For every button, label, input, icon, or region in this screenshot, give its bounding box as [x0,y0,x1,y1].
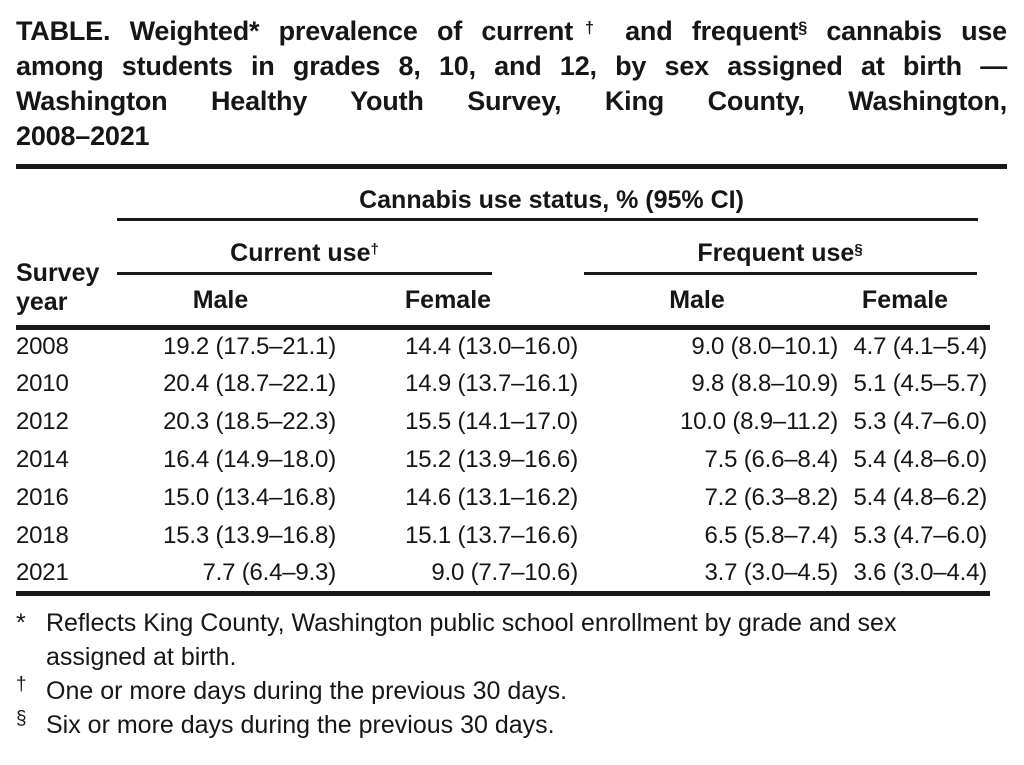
table-row: 2008 19.2 (17.5–21.1) 14.4 (13.0–16.0) 9.0 … [16,327,990,365]
column-header-frequent-male: Male [584,275,840,330]
group-header-row: Current use† Frequent use§ [16,221,990,275]
title-line: 2008–2021 [16,119,1007,154]
table-row: 2021 7.7 (6.4–9.3) 9.0 (7.7–10.6) 3.7 (3.0–… [16,555,990,593]
value-cell: 15.0 (13.4–16.8) [163,484,336,511]
value-cell: 19.2 (17.5–21.1) [163,333,336,361]
text-segment: 2008–2021 [16,121,150,151]
value-cell: 5.1 (4.5–5.7) [853,370,988,397]
footnote-text: One or more days during the previous 30 … [46,676,568,705]
value-cell: 7.7 (6.4–9.3) [202,558,337,586]
text-segment: among students in grades 8, 10, and 12, … [16,51,1007,81]
survey-year-header-line2: year [16,287,68,316]
superscript-marker: § [798,18,808,37]
value-cell: 15.1 (13.7–16.6) [405,522,578,549]
footnote-text: Six or more days during the previous 30 … [46,710,555,739]
text-segment: TABLE. Weighted* prevalence of current [16,16,573,46]
value-cell: 9.0 (7.7–10.6) [431,558,578,586]
column-header-frequent-female: Female [840,275,991,330]
superscript-marker: † [370,241,379,259]
column-header-current-female: Female [338,275,584,330]
survey-year-cell: 2008 [16,333,69,361]
footnote-marker: † [16,673,27,695]
value-cell: 4.7 (4.1–5.4) [853,333,988,361]
title-rule [16,164,1007,169]
survey-year-cell: 2016 [16,484,69,511]
text-segment: Washington Healthy Youth Survey, King Co… [16,86,1007,116]
survey-year-cell: 2018 [16,522,69,549]
text-segment: and frequent [605,16,799,46]
value-cell: 15.3 (13.9–16.8) [163,522,336,549]
current-use-group-header: Current use† [113,221,584,275]
value-cell: 20.3 (18.5–22.3) [163,408,336,435]
superscript-marker: § [854,241,863,259]
value-cell: 3.6 (3.0–4.4) [853,558,988,586]
text-segment: Current use [230,239,371,267]
prevalence-table: Survey year Cannabis use status, % (95% … [16,169,991,596]
value-cell: 14.4 (13.0–16.0) [405,333,578,361]
footnotes: * Reflects King County, Washington public… [16,606,1001,742]
title-line: Washington Healthy Youth Survey, King Co… [16,84,1007,119]
survey-year-cell: 2021 [16,558,69,586]
table-row: 2012 20.3 (18.5–22.3) 15.5 (14.1–17.0) 10.0… [16,403,990,441]
table-row: 2014 16.4 (14.9–18.0) 15.2 (13.9–16.6) 7.5 … [16,441,990,479]
title-line: among students in grades 8, 10, and 12, … [16,49,1007,84]
page: TABLE. Weighted* prevalence of current † … [16,14,1007,742]
footnote: * Reflects King County, Washington public… [16,606,1001,674]
value-cell: 7.5 (6.6–8.4) [704,446,839,473]
survey-year-header-line1: Survey [16,258,100,287]
value-cell: 5.3 (4.7–6.0) [853,408,988,435]
table-header: Survey year Cannabis use status, % (95% … [16,169,991,330]
value-cell: 3.7 (3.0–4.5) [704,558,839,586]
value-cell: 16.4 (14.9–18.0) [163,446,336,473]
cannabis-use-status-header: Cannabis use status, % (95% CI) [113,169,990,221]
value-cell: 10.0 (8.9–11.2) [679,408,838,435]
frequent-use-group-header: Frequent use§ [584,221,990,275]
value-cell: 7.2 (6.3–8.2) [704,484,839,511]
table-body: 2008 19.2 (17.5–21.1) 14.4 (13.0–16.0) 9.0 … [16,327,990,593]
spanner-row: Survey year Cannabis use status, % (95% … [16,169,990,330]
column-header-current-male: Male [113,275,338,330]
value-cell: 9.8 (8.8–10.9) [691,370,838,397]
survey-year-cell: 2014 [16,446,69,473]
value-cell: 15.2 (13.9–16.6) [405,446,578,473]
superscript-marker: † [573,18,606,37]
value-cell: 14.9 (13.7–16.1) [405,370,578,397]
footnote: § Six or more days during the previous 30… [16,708,1001,742]
value-cell: 20.4 (18.7–22.1) [163,370,336,397]
survey-year-cell: 2012 [16,408,69,435]
table-title: TABLE. Weighted* prevalence of current† … [16,14,1007,154]
value-cell: 14.6 (13.1–16.2) [405,484,578,511]
table-row: 2016 15.0 (13.4–16.8) 14.6 (13.1–16.2) 7.2 … [16,479,990,517]
footnote: † One or more days during the previous 30… [16,674,1001,708]
text-segment: Frequent use [697,239,855,267]
text-segment: cannabis use [807,16,1008,46]
survey-year-header: Survey year [16,169,113,330]
value-cell: 5.3 (4.7–6.0) [853,522,988,549]
title-line: TABLE. Weighted* prevalence of current† … [16,14,1007,49]
value-cell: 5.4 (4.8–6.0) [853,446,988,473]
footnote-marker: § [16,707,27,729]
value-cell: 15.5 (14.1–17.0) [405,408,578,435]
footnote-text: Reflects King County, Washington public … [46,608,897,671]
footnote-marker: * [16,608,26,637]
table-row: 2018 15.3 (13.9–16.8) 15.1 (13.7–16.6) 6.5 … [16,517,990,555]
survey-year-cell: 2010 [16,370,69,397]
table-row: 2010 20.4 (18.7–22.1) 14.9 (13.7–16.1) 9.8 … [16,365,990,403]
column-header-row: Male Female Male Female [16,275,991,330]
value-cell: 9.0 (8.0–10.1) [691,333,838,361]
value-cell: 6.5 (5.8–7.4) [704,522,839,549]
value-cell: 5.4 (4.8–6.2) [853,484,988,511]
